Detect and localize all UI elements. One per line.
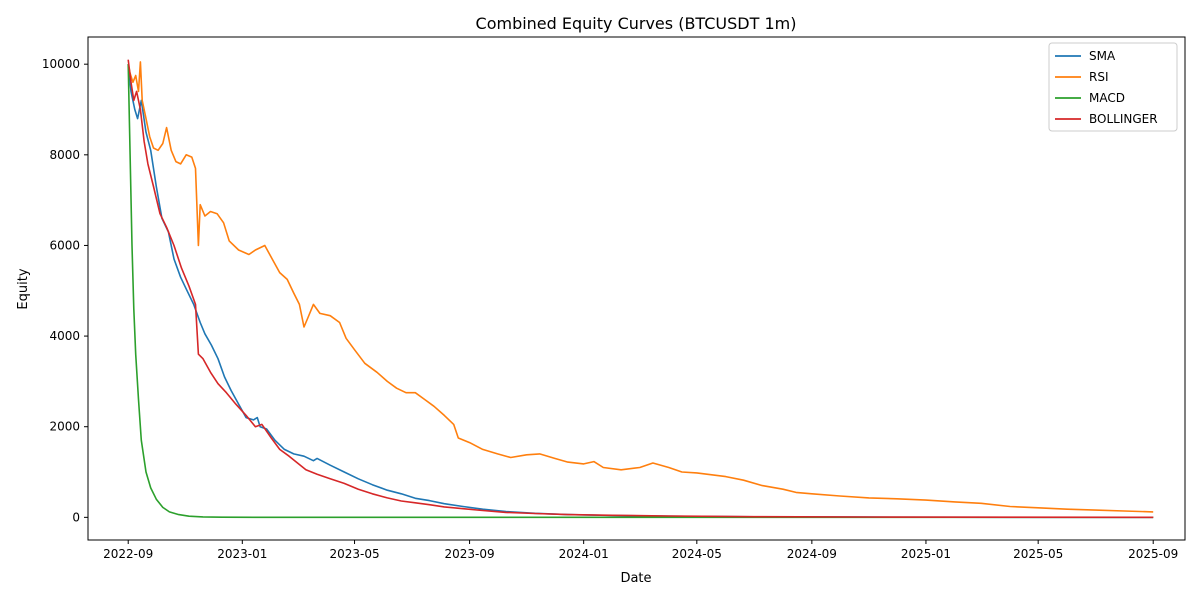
series-line-rsi [127, 61, 1154, 513]
legend-label-sma: SMA [1089, 49, 1116, 63]
x-tick-label: 2024-01 [559, 547, 609, 561]
y-tick-label: 8000 [49, 148, 80, 162]
x-tick-label: 2023-09 [444, 547, 494, 561]
plot-frame [87, 36, 1186, 541]
x-tick-label: 2025-09 [1128, 547, 1178, 561]
legend-label-rsi: RSI [1089, 70, 1109, 84]
y-tick-label: 2000 [49, 420, 80, 434]
chart-title: Combined Equity Curves (BTCUSDT 1m) [476, 14, 797, 33]
x-tick-label: 2023-01 [217, 547, 267, 561]
y-tick-label: 10000 [42, 57, 80, 71]
legend-label-bollinger: BOLLINGER [1089, 112, 1158, 126]
x-tick-label: 2025-05 [1013, 547, 1063, 561]
legend: SMA RSI MACD BOLLINGER [1048, 42, 1178, 132]
y-tick-label: 6000 [49, 238, 80, 252]
y-tick-label: 4000 [49, 329, 80, 343]
series-line-macd [127, 64, 1154, 519]
x-axis-label: Date [620, 571, 651, 586]
x-tick-label: 2025-01 [901, 547, 951, 561]
x-axis: 2022-09 2023-01 2023-05 2023-09 2024-01 2024-… [103, 540, 1178, 561]
y-axis-label: Equity [16, 268, 31, 309]
series-line-bollinger [127, 59, 1154, 519]
y-axis: 0 2000 4000 6000 8000 10000 [42, 57, 88, 524]
y-tick-label: 0 [72, 510, 80, 524]
legend-label-macd: MACD [1089, 91, 1125, 105]
x-tick-label: 2024-09 [787, 547, 837, 561]
legend-box [1048, 42, 1178, 132]
x-tick-label: 2024-05 [672, 547, 722, 561]
x-tick-label: 2023-05 [329, 547, 379, 561]
plot-lines [127, 59, 1154, 519]
x-tick-label: 2022-09 [103, 547, 153, 561]
